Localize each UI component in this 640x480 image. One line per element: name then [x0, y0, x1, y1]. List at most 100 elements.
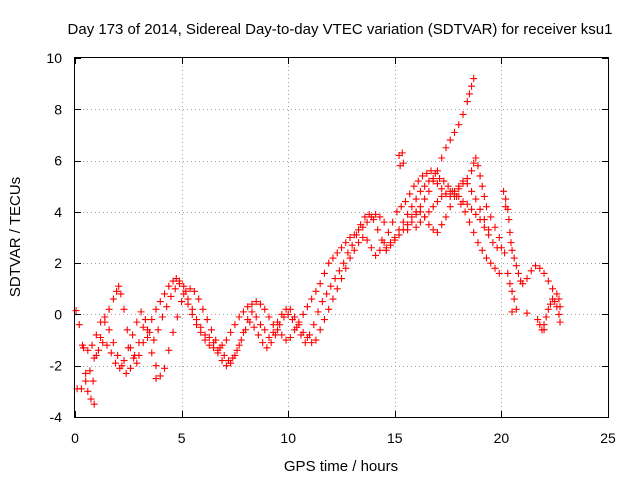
- data-point-marker: [468, 205, 476, 213]
- data-point-marker: [165, 346, 173, 354]
- data-point-marker: [502, 203, 510, 211]
- data-point-marker: [141, 316, 149, 324]
- data-point-marker: [335, 267, 343, 275]
- data-point-marker: [233, 346, 241, 354]
- data-point-marker: [231, 321, 239, 329]
- data-point-marker: [244, 303, 252, 311]
- data-point-marker: [489, 239, 497, 247]
- data-point-marker: [222, 336, 230, 344]
- data-point-marker: [184, 295, 192, 303]
- data-point-marker: [555, 310, 563, 318]
- data-point-marker: [442, 213, 450, 221]
- data-point-marker: [429, 203, 437, 211]
- data-point-marker: [186, 285, 194, 293]
- data-point-marker: [401, 198, 409, 206]
- data-point-marker: [468, 82, 476, 90]
- data-point-marker: [80, 344, 88, 352]
- data-point-marker: [433, 228, 441, 236]
- data-point-marker: [440, 177, 448, 185]
- data-point-marker: [551, 298, 559, 306]
- data-point-marker: [382, 246, 390, 254]
- data-point-marker: [463, 200, 471, 208]
- data-point-marker: [120, 305, 128, 313]
- data-point-marker: [348, 241, 356, 249]
- data-point-marker: [239, 308, 247, 316]
- data-point-marker: [284, 310, 292, 318]
- data-point-marker: [553, 290, 561, 298]
- data-point-marker: [510, 295, 518, 303]
- data-point-marker: [169, 328, 177, 336]
- data-point-marker: [399, 159, 407, 167]
- data-point-marker: [135, 339, 143, 347]
- data-point-marker: [84, 346, 92, 354]
- data-point-marker: [367, 244, 375, 252]
- data-point-marker: [416, 218, 424, 226]
- y-tick-label: 4: [54, 204, 62, 220]
- data-point-marker: [267, 339, 275, 347]
- data-point-marker: [227, 328, 235, 336]
- data-point-marker: [190, 287, 198, 295]
- data-point-marker: [544, 305, 552, 313]
- data-point-marker: [398, 149, 406, 157]
- y-tick-label: 0: [54, 306, 62, 322]
- data-point-marker: [126, 364, 134, 372]
- data-point-marker: [346, 234, 354, 241]
- y-tick-label: -2: [50, 358, 63, 374]
- data-series: [382, 154, 503, 254]
- data-point-marker: [212, 336, 220, 344]
- data-point-marker: [534, 316, 542, 324]
- data-point-marker: [399, 226, 407, 234]
- data-point-marker: [105, 326, 113, 334]
- data-point-marker: [269, 321, 277, 329]
- data-point-marker: [72, 307, 80, 315]
- data-point-marker: [154, 326, 162, 334]
- data-point-marker: [109, 339, 117, 347]
- data-point-marker: [429, 226, 437, 234]
- data-point-marker: [133, 359, 141, 367]
- data-point-marker: [216, 344, 224, 352]
- data-point-marker: [214, 349, 222, 357]
- data-point-marker: [363, 218, 371, 226]
- data-point-marker: [546, 300, 554, 308]
- data-point-marker: [252, 298, 260, 306]
- data-point-marker: [470, 228, 478, 236]
- data-point-marker: [182, 287, 190, 295]
- data-point-marker: [113, 287, 121, 295]
- data-point-marker: [117, 290, 125, 298]
- data-point-marker: [195, 295, 203, 303]
- data-point-marker: [346, 254, 354, 262]
- data-point-marker: [99, 339, 107, 347]
- data-point-marker: [414, 177, 422, 185]
- data-point-marker: [282, 336, 290, 344]
- grid-lines: [75, 58, 608, 417]
- data-point-marker: [248, 308, 256, 316]
- data-point-marker: [318, 298, 326, 306]
- data-point-marker: [540, 269, 548, 277]
- data-point-marker: [112, 359, 120, 367]
- x-axis-tick-labels: 0 5 10 15 20 25: [71, 430, 616, 446]
- data-series: [73, 149, 548, 408]
- data-point-marker: [86, 367, 94, 375]
- data-point-marker: [178, 298, 186, 306]
- data-point-marker: [87, 395, 95, 403]
- data-point-marker: [261, 305, 269, 313]
- data-point-marker: [472, 195, 480, 203]
- data-point-marker: [246, 318, 254, 326]
- data-point-marker: [342, 239, 350, 247]
- data-point-marker: [470, 75, 478, 83]
- data-point-marker: [274, 326, 282, 334]
- data-point-marker: [327, 282, 335, 290]
- data-point-marker: [203, 316, 211, 324]
- x-tick-label: 25: [600, 430, 616, 446]
- data-point-marker: [148, 349, 156, 357]
- data-point-marker: [374, 226, 382, 234]
- data-series: [500, 187, 564, 311]
- x-tick-label: 0: [71, 430, 79, 446]
- data-point-marker: [265, 313, 273, 321]
- data-point-marker: [173, 313, 181, 321]
- data-point-marker: [146, 328, 154, 336]
- data-point-marker: [495, 269, 503, 277]
- data-point-marker: [124, 344, 132, 352]
